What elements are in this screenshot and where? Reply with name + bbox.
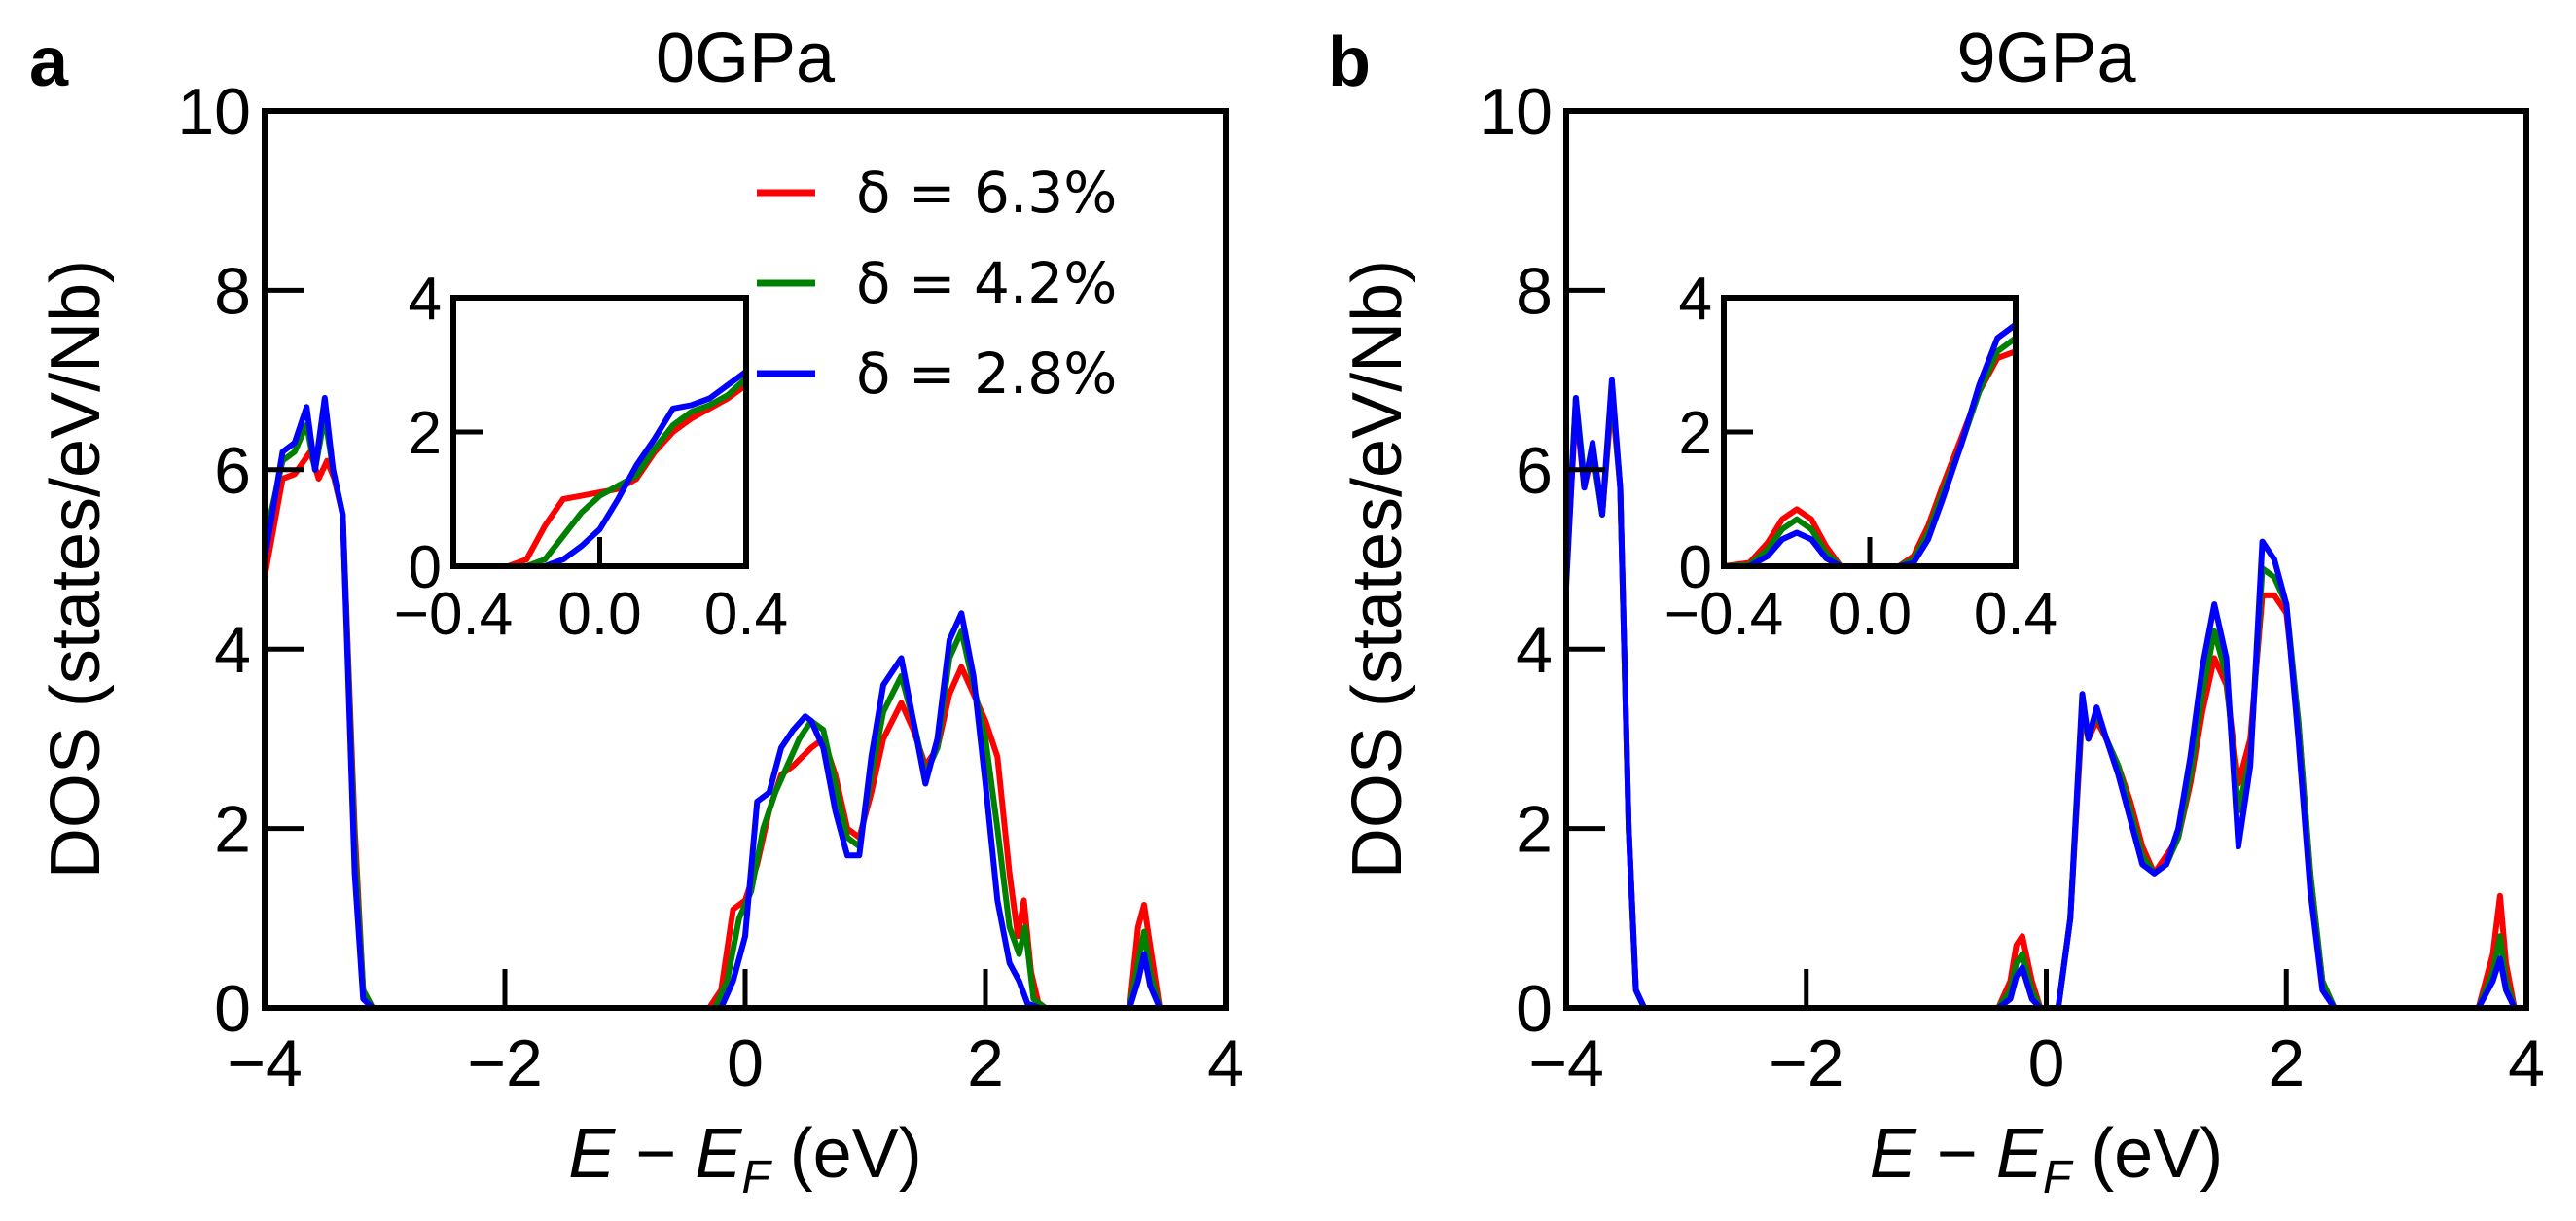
y-axis-label: DOS (states/eV/Nb) (37, 260, 115, 879)
chart-title: 9GPa (1956, 19, 2136, 97)
x-tick-label: 4 (1207, 1026, 1244, 1100)
y-tick-label: 10 (177, 75, 251, 149)
inset-x-tick-label: −0.4 (394, 581, 513, 648)
x-axis-label-unit: (eV) (770, 1115, 922, 1193)
inset-y-tick-label: 2 (1679, 400, 1712, 467)
x-tick-label: −4 (1528, 1026, 1604, 1100)
series-line-3 (265, 395, 1226, 1008)
inset-x-tick-label: 0.0 (1828, 581, 1912, 648)
x-tick-label: 0 (727, 1026, 764, 1100)
y-axis-label: DOS (states/eV/Nb) (1339, 260, 1416, 879)
panel-letter: b (1328, 23, 1371, 101)
inset-series-group (453, 368, 746, 566)
chart-title: 0GPa (656, 19, 836, 97)
y-tick-label: 10 (1479, 75, 1553, 149)
x-tick-label: 4 (2508, 1026, 2545, 1100)
inset-background (1724, 298, 2016, 566)
inset-y-tick-label: 4 (409, 266, 442, 333)
axes-frame (262, 108, 1229, 1011)
legend-entry-1: δ = 6.3% (856, 160, 1117, 226)
x-tick-label: −2 (1769, 1026, 1844, 1100)
x-axis-label-unit: (eV) (2071, 1115, 2223, 1193)
inset-axes: −0.4 0.0 0.4 0 2 4 (394, 266, 788, 648)
y-tick-label: 2 (214, 793, 251, 867)
series-line-1 (1566, 395, 2526, 1008)
inset-series-line-3 (1724, 321, 2016, 566)
y-tick-label: 0 (1516, 972, 1553, 1046)
main-series-group (1566, 377, 2526, 1008)
inset-x-tick-label: −0.4 (1664, 581, 1783, 648)
legend-entry-2: δ = 4.2% (856, 250, 1117, 316)
y-tick-label: 4 (214, 613, 251, 687)
inset-axes: −0.4 0.0 0.4 0 2 4 (1664, 266, 2057, 648)
inset-x-tick-label: 0.0 (557, 581, 641, 648)
x-tick-label: 2 (967, 1026, 1004, 1100)
inset-frame (1721, 295, 2019, 569)
x-tick-label: −4 (227, 1026, 303, 1100)
x-axis-label-main: E − E (568, 1115, 742, 1193)
y-tick-label: 6 (1516, 434, 1553, 508)
x-tick-label: 0 (2028, 1026, 2065, 1100)
inset-y-tick-label: 0 (1679, 534, 1712, 601)
legend: δ = 6.3% δ = 4.2% δ = 2.8% (757, 160, 1117, 407)
y-tick-label: 8 (214, 254, 251, 328)
axes-frame (1563, 108, 2529, 1011)
inset-series-line-3 (453, 368, 746, 566)
series-line-2 (1566, 385, 2526, 1008)
inset-series-group (1724, 321, 2016, 566)
x-axis-label-subscript: F (741, 1152, 772, 1203)
y-tick-label: 8 (1516, 254, 1553, 328)
inset-x-tick-label: 0.4 (704, 581, 788, 648)
inset-y-tick-label: 4 (1679, 266, 1712, 333)
main-series-group (265, 395, 1226, 1008)
inset-y-tick-label: 2 (409, 400, 442, 467)
y-tick-label: 2 (1516, 793, 1553, 867)
legend-entry-3: δ = 2.8% (856, 341, 1117, 407)
x-axis-label-main: E − E (1870, 1115, 2044, 1193)
inset-frame (450, 295, 749, 569)
y-tick-label: 6 (214, 434, 251, 508)
x-axis-label-subscript: F (2043, 1152, 2074, 1203)
inset-y-tick-label: 0 (409, 534, 442, 601)
y-tick-label: 0 (214, 972, 251, 1046)
inset-x-tick-label: 0.4 (1974, 581, 2057, 648)
panel-b: −4 −2 0 2 4 0 2 4 6 8 10 9GPa b DOS (states/eV/Nb) E −… (1328, 19, 2545, 1203)
x-tick-label: 2 (2268, 1026, 2305, 1100)
panel-a: −4 −2 0 2 4 0 2 4 6 8 10 0GPa a DOS (states/eV/Nb) E −… (29, 19, 1244, 1203)
panel-letter: a (29, 23, 69, 101)
x-axis-label: E − EF (eV) (568, 1115, 921, 1203)
x-tick-label: −2 (467, 1026, 543, 1100)
x-axis-label: E − EF (eV) (1870, 1115, 2223, 1203)
series-line-3 (1566, 377, 2526, 1008)
inset-background (453, 298, 746, 566)
y-tick-label: 4 (1516, 613, 1553, 687)
